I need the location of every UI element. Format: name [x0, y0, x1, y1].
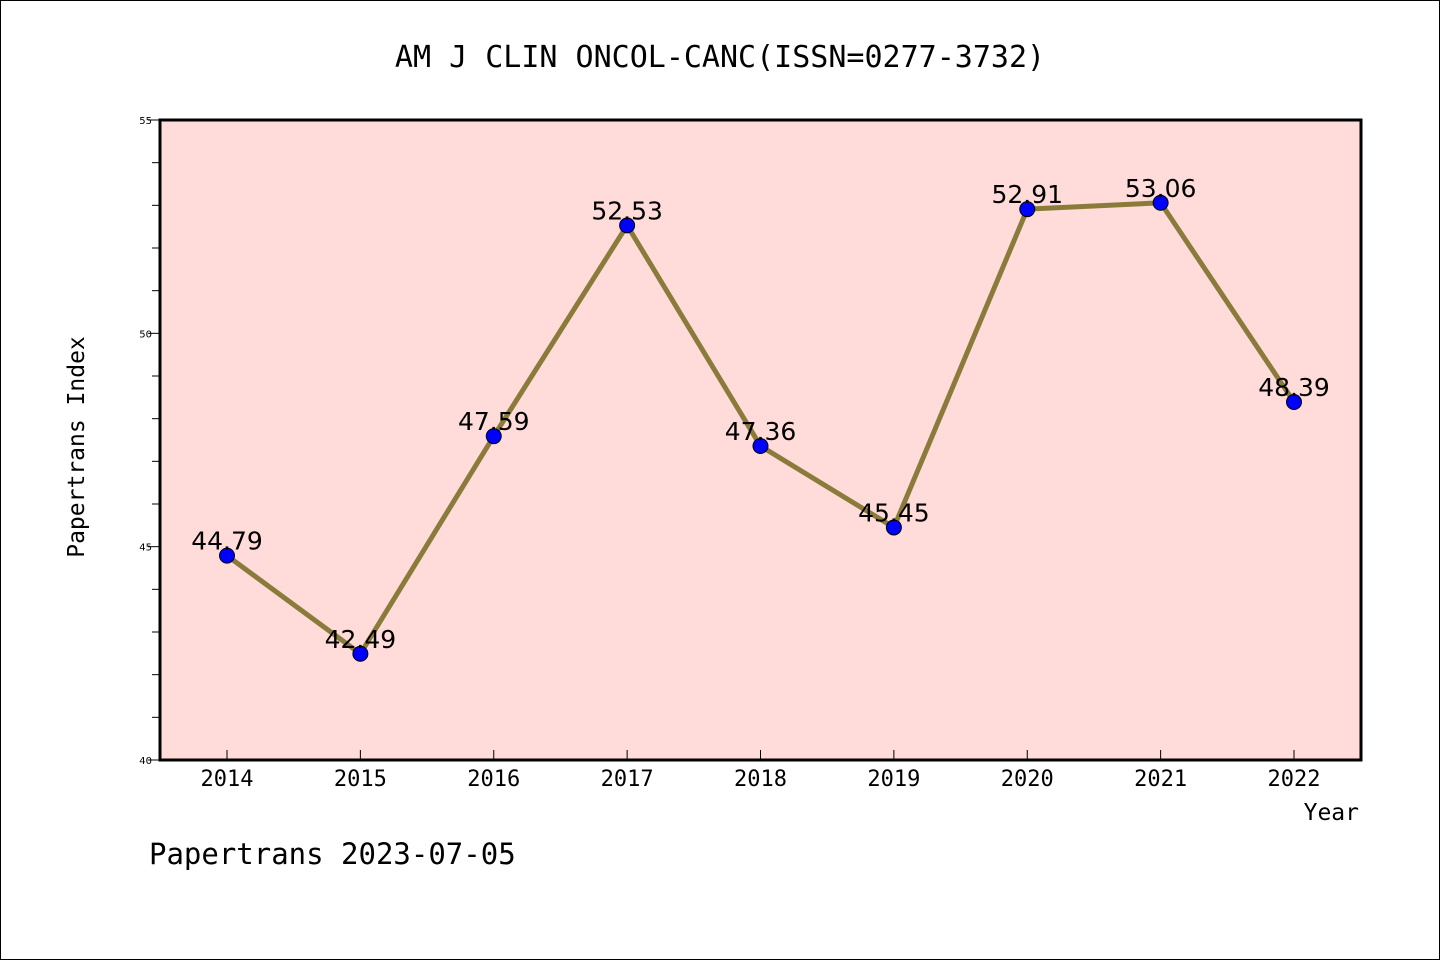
x-axis-label: Year: [1304, 800, 1359, 826]
x-tick-label: 2017: [601, 767, 654, 792]
x-tick-label: 2014: [201, 767, 254, 792]
data-point: [352, 645, 369, 662]
x-tick-label: 2019: [867, 767, 920, 792]
y-tick-label: 40: [139, 756, 152, 767]
x-tick-label: 2021: [1134, 767, 1187, 792]
data-label: 52.91: [991, 180, 1063, 209]
data-point: [219, 547, 235, 564]
y-tick-label: 45: [139, 543, 152, 554]
x-tick-label: 2020: [1001, 767, 1054, 792]
data-labels: 44.79 42.49 47.59 52.53 47.36 45.45 52.91 53.06…: [191, 174, 1330, 654]
x-tick-label: 2018: [734, 767, 787, 792]
y-tick-label: 55: [139, 116, 152, 127]
data-point: [1019, 201, 1036, 218]
x-tick-label: 2015: [334, 767, 387, 792]
data-label: 44.79: [191, 527, 263, 556]
data-label: 48.39: [1258, 373, 1330, 402]
x-axis: 2014 2015 2016 2017 2018 2019 2020 2021 2022: [201, 750, 1321, 792]
y-tick-label: 50: [139, 329, 152, 340]
chart-title: AM J CLIN ONCOL-CANC(ISSN=0277-3732): [395, 40, 1045, 75]
data-point: [1152, 194, 1169, 211]
data-label: 47.59: [458, 407, 530, 436]
data-points: [219, 194, 1302, 662]
data-point: [885, 519, 902, 536]
y-axis-label: Papertrans Index: [64, 336, 90, 558]
footer-text: Papertrans 2023-07-05: [149, 837, 516, 871]
data-label: 45.45: [858, 498, 930, 527]
x-tick-label: 2022: [1268, 767, 1321, 792]
data-point: [619, 217, 636, 234]
data-label: 52.53: [591, 196, 663, 225]
data-label: 53.06: [1125, 174, 1197, 203]
data-point: [485, 428, 502, 445]
y-axis: 40 45 50 55: [139, 116, 160, 767]
data-point: [752, 437, 769, 454]
x-tick-label: 2016: [467, 767, 520, 792]
data-label: 47.36: [725, 417, 797, 446]
data-label: 42.49: [325, 625, 397, 654]
data-point: [1286, 394, 1302, 411]
